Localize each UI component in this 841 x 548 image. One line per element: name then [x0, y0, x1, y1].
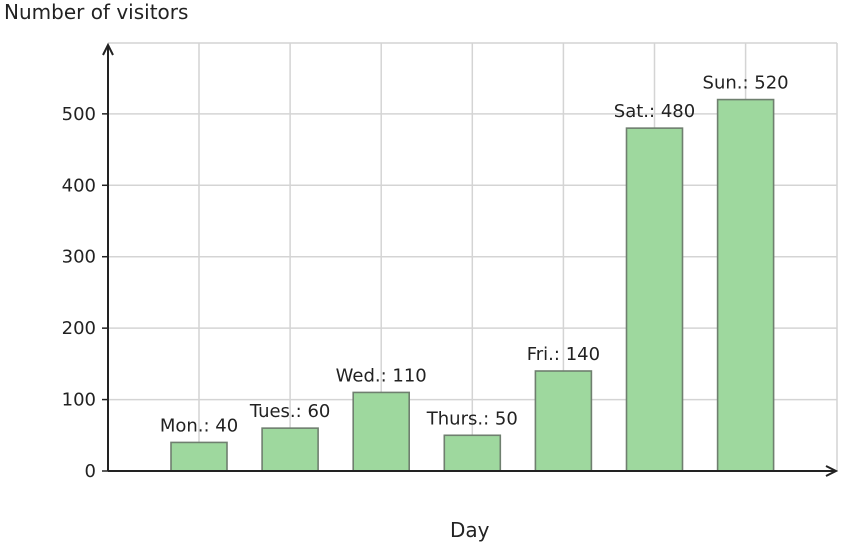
y-tick-label: 200 — [62, 318, 96, 339]
data-label: Wed.: 110 — [336, 365, 427, 386]
y-tick-label: 100 — [62, 390, 96, 411]
y-tick-label: 0 — [85, 461, 96, 482]
bar-sat — [625, 127, 684, 472]
bar-tues — [261, 427, 319, 472]
y-tick-label: 400 — [62, 175, 96, 196]
bar-thurs — [443, 434, 502, 472]
x-axis-arrow — [825, 465, 839, 477]
bars — [170, 98, 775, 472]
data-label: Tues.: 60 — [249, 401, 331, 422]
data-label: Sat.: 480 — [614, 101, 695, 122]
x-axis-title: Day — [450, 518, 490, 542]
y-axis-title: Number of visitors — [4, 0, 189, 24]
data-label: Fri.: 140 — [527, 344, 600, 365]
y-axis-arrow — [102, 42, 114, 56]
data-label: Mon.: 40 — [160, 415, 238, 436]
bar-wed — [352, 391, 411, 472]
bar-mon — [170, 441, 228, 472]
bar-sun — [716, 98, 775, 472]
data-label: Thurs.: 50 — [426, 408, 518, 429]
y-tick-label: 500 — [62, 104, 96, 125]
data-label: Sun.: 520 — [703, 73, 789, 94]
y-tick-labels: 0 100 200 300 400 500 — [62, 104, 96, 482]
bar-fri — [534, 370, 593, 472]
axes — [102, 42, 839, 477]
y-tick-label: 300 — [62, 247, 96, 268]
